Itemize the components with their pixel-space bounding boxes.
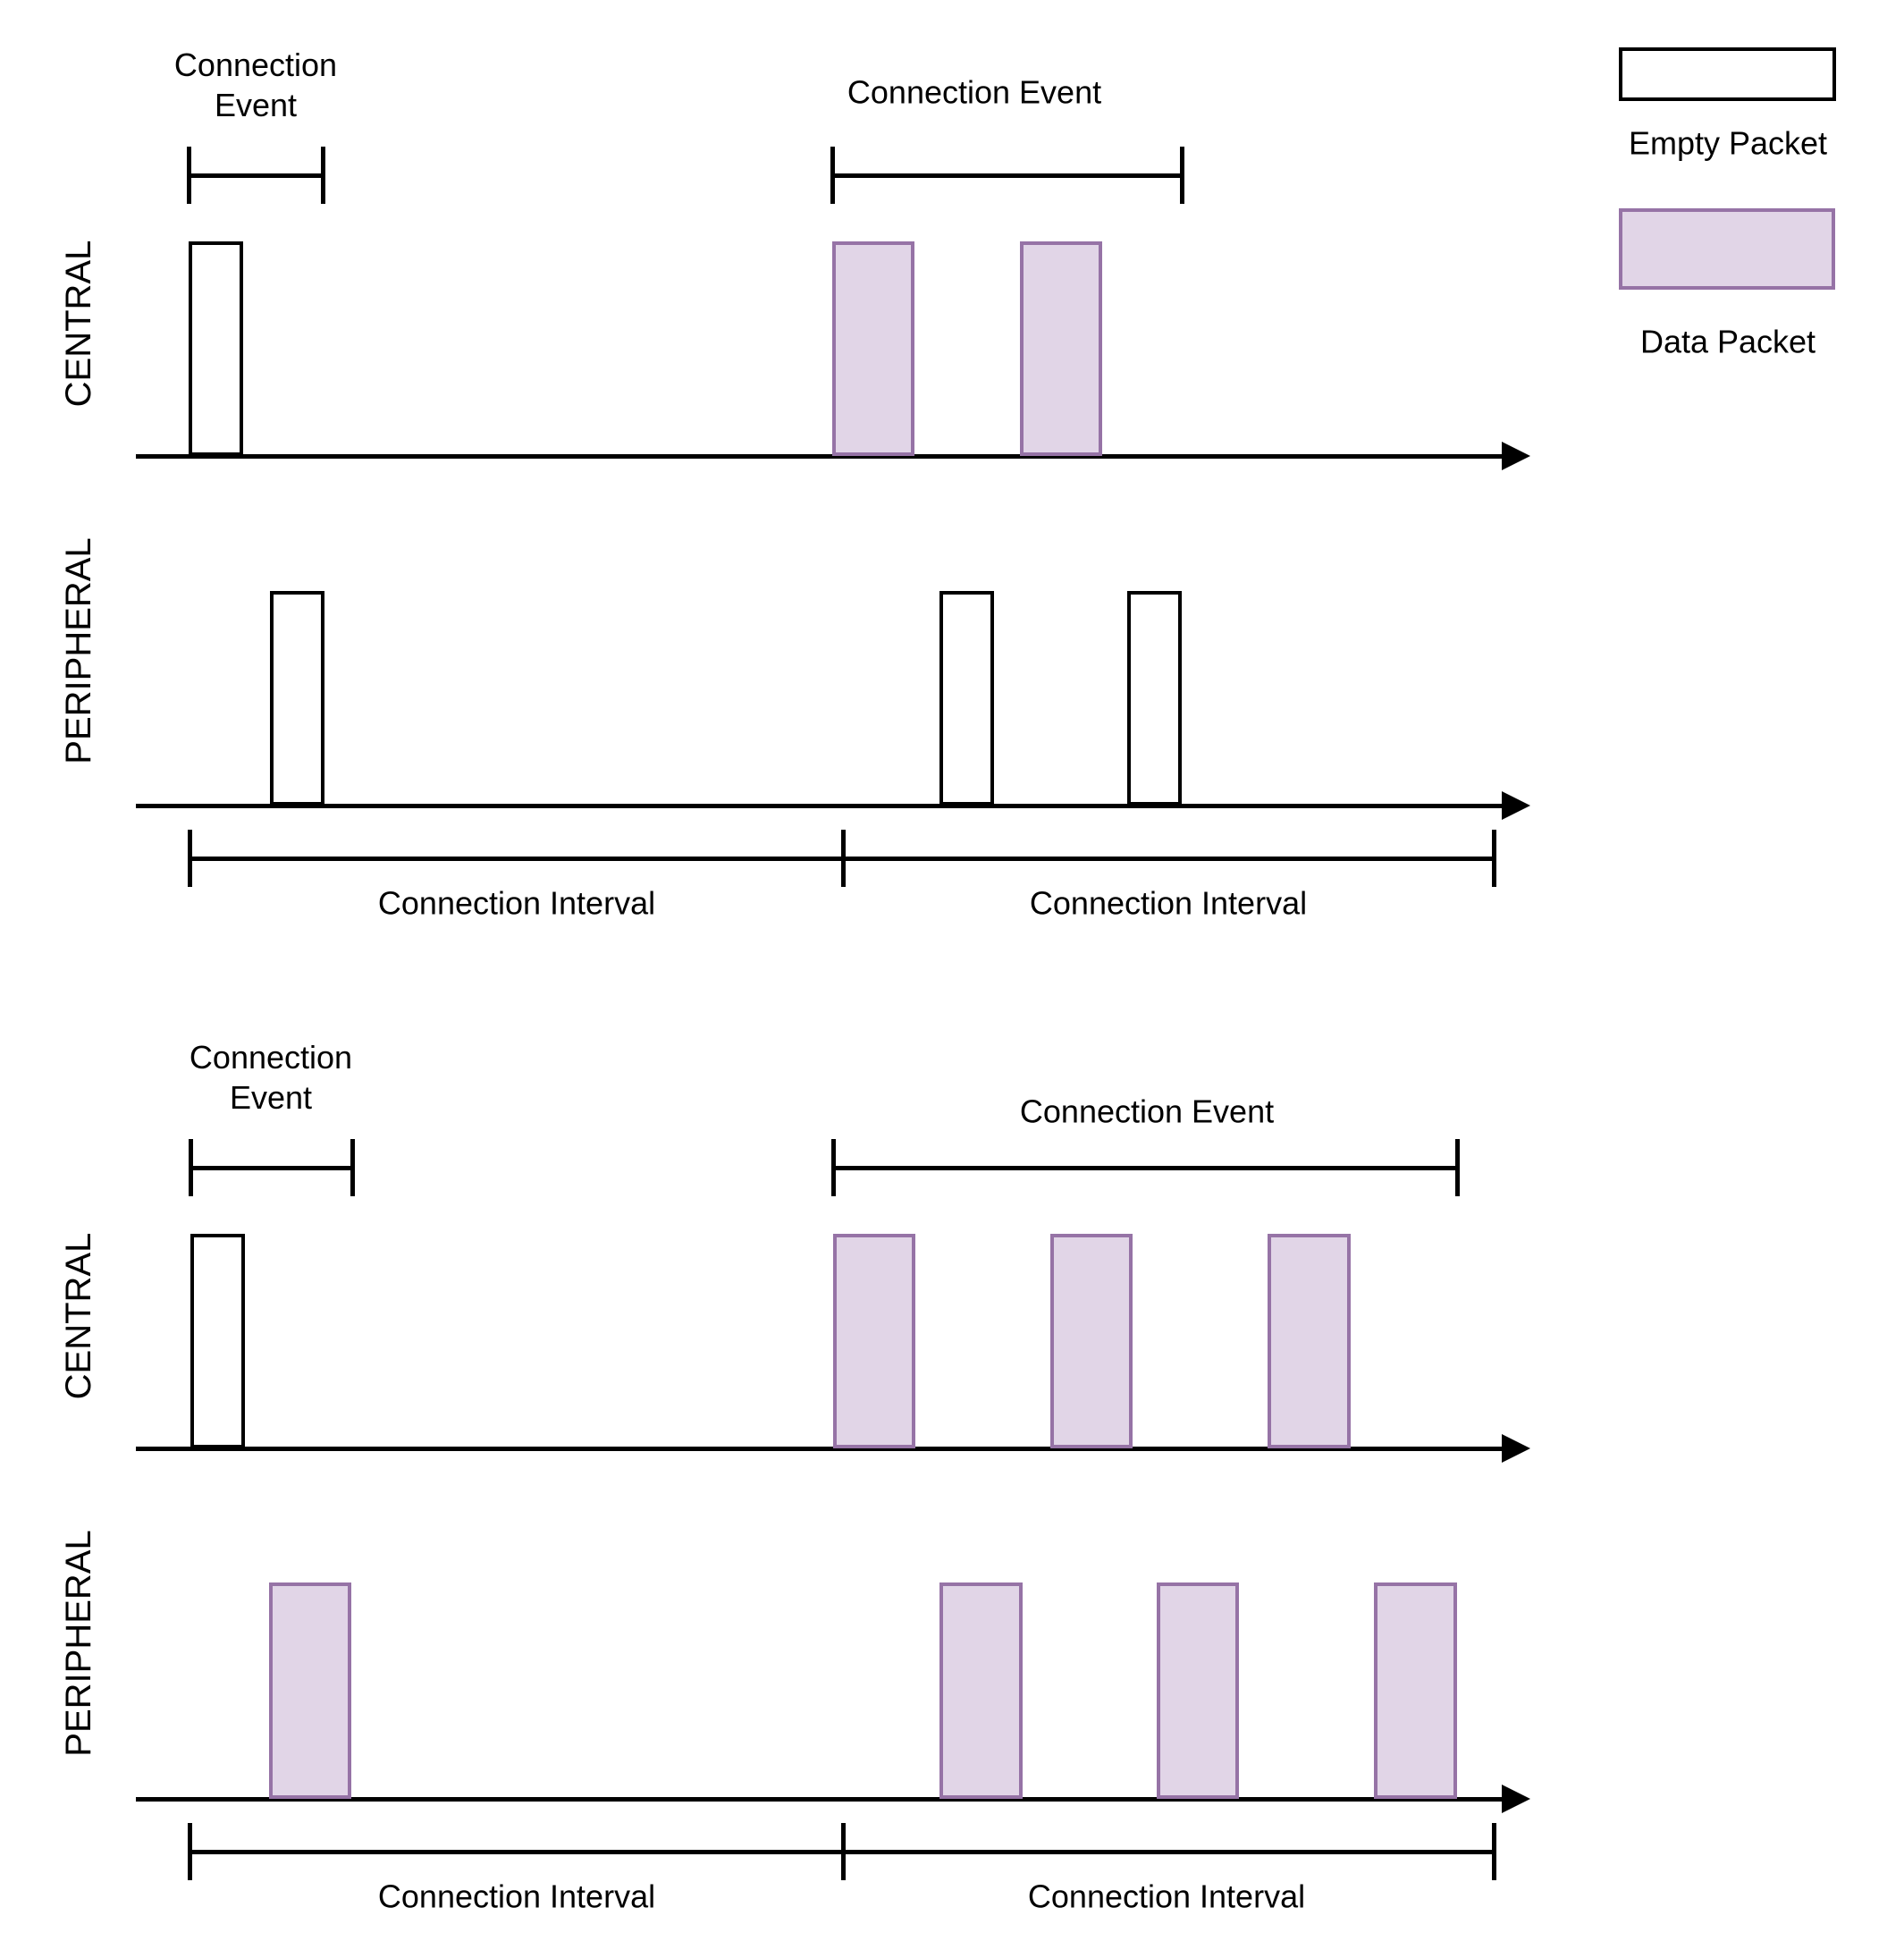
connection-event-bracket-line (189, 173, 323, 178)
timeline-central (136, 1447, 1505, 1451)
timeline-central (136, 454, 1505, 459)
legend-data-packet-swatch (1619, 208, 1835, 290)
empty-packet (939, 591, 994, 806)
connection-event-bracket-tick (350, 1139, 355, 1196)
row-label-central: CENTRAL (59, 240, 98, 408)
connection-event-label: Connection Event (190, 1037, 352, 1118)
data-packet (269, 1582, 351, 1799)
timeline-peripheral (136, 804, 1505, 808)
empty-packet (270, 591, 324, 806)
connection-interval-label: Connection Interval (1027, 1878, 1306, 1915)
connection-event-bracket-tick (831, 1139, 836, 1196)
connection-event-bracket-tick (189, 1139, 193, 1196)
empty-packet (190, 1234, 245, 1448)
data-packet (1268, 1234, 1351, 1448)
connection-event-label: Connection Event (1020, 1092, 1274, 1132)
connection-event-label-line: Connection Event (1019, 1093, 1275, 1130)
empty-packet (189, 241, 243, 456)
data-packet (1050, 1234, 1133, 1448)
connection-event-label-line: Event (214, 87, 298, 123)
connection-event-bracket-line (833, 1166, 1457, 1170)
data-packet (1020, 241, 1102, 456)
connection-interval-label: Connection Interval (377, 884, 656, 922)
connection-event-bracket-tick (187, 147, 191, 204)
legend-data-packet-label: Data Packet (1639, 323, 1816, 360)
connection-interval-tick (188, 1823, 192, 1880)
row-label-central: CENTRAL (59, 1232, 98, 1400)
empty-packet (1127, 591, 1182, 806)
connection-interval-tick (188, 830, 192, 887)
data-packet (939, 1582, 1023, 1799)
connection-event-label-line: Event (229, 1079, 313, 1116)
data-packet (833, 1234, 915, 1448)
connection-event-bracket-tick (1180, 147, 1184, 204)
data-packet (832, 241, 914, 456)
connection-interval-label: Connection Interval (377, 1878, 656, 1915)
connection-event-bracket-tick (1455, 1139, 1460, 1196)
data-packet (1374, 1582, 1457, 1799)
legend-empty-packet-swatch (1619, 47, 1836, 101)
connection-interval-label: Connection Interval (1029, 884, 1308, 922)
connection-event-bracket-line (190, 1166, 352, 1170)
connection-event-bracket-tick (830, 147, 835, 204)
row-label-peripheral: PERIPHERAL (59, 537, 98, 764)
legend-empty-packet-label: Empty Packet (1628, 124, 1828, 162)
connection-event-label-line: Connection Event (847, 73, 1102, 111)
connection-event-label: Connection Event (847, 72, 1101, 113)
timeline-arrowhead-central (1502, 1434, 1530, 1463)
connection-event-label-line: Connection (173, 46, 338, 83)
timeline-peripheral (136, 1797, 1505, 1802)
connection-interval-tick (1492, 1823, 1496, 1880)
row-label-peripheral: PERIPHERAL (59, 1530, 98, 1757)
timeline-arrowhead-peripheral (1502, 791, 1530, 820)
connection-event-label: Connection Event (174, 45, 337, 125)
timeline-arrowhead-peripheral (1502, 1785, 1530, 1813)
connection-event-bracket-tick (321, 147, 325, 204)
connection-interval-tick (841, 1823, 846, 1880)
connection-interval-tick (1492, 830, 1496, 887)
connection-event-bracket-line (832, 173, 1182, 178)
connection-interval-tick (841, 830, 846, 887)
connection-event-label-line: Connection (189, 1039, 353, 1076)
data-packet (1157, 1582, 1239, 1799)
timeline-arrowhead-central (1502, 442, 1530, 470)
